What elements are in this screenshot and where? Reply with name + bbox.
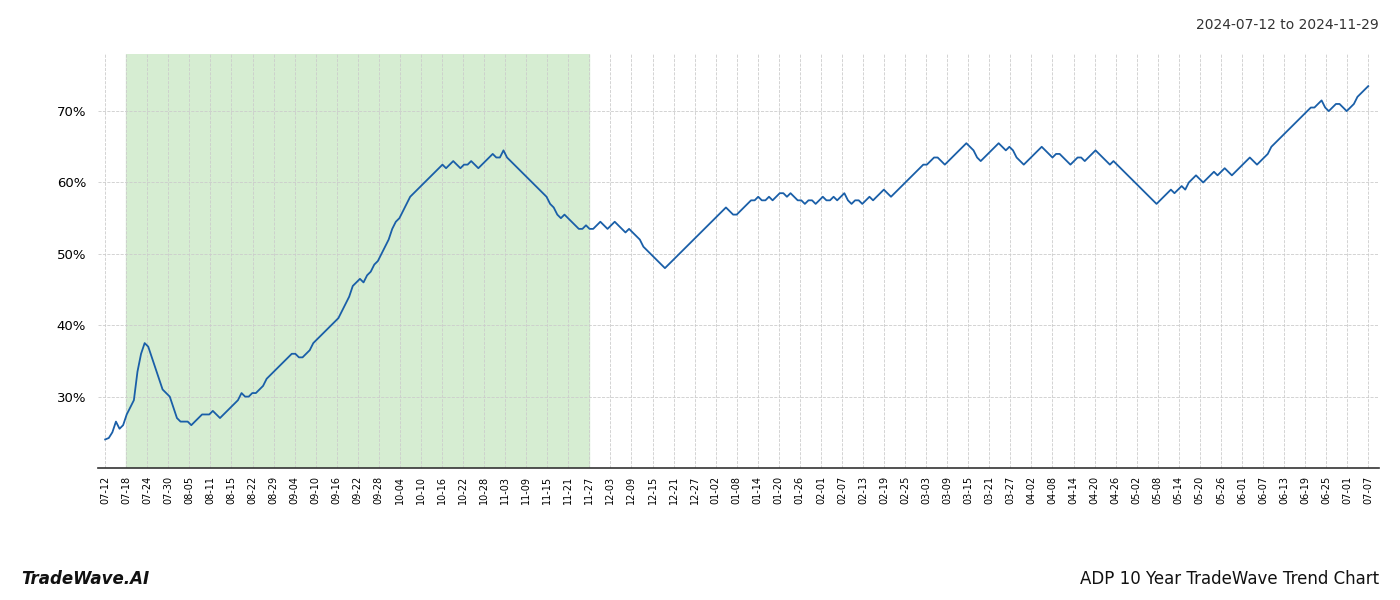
Text: TradeWave.AI: TradeWave.AI xyxy=(21,570,150,588)
Bar xyxy=(126,54,589,468)
Text: ADP 10 Year TradeWave Trend Chart: ADP 10 Year TradeWave Trend Chart xyxy=(1079,570,1379,588)
Text: 2024-07-12 to 2024-11-29: 2024-07-12 to 2024-11-29 xyxy=(1196,18,1379,32)
